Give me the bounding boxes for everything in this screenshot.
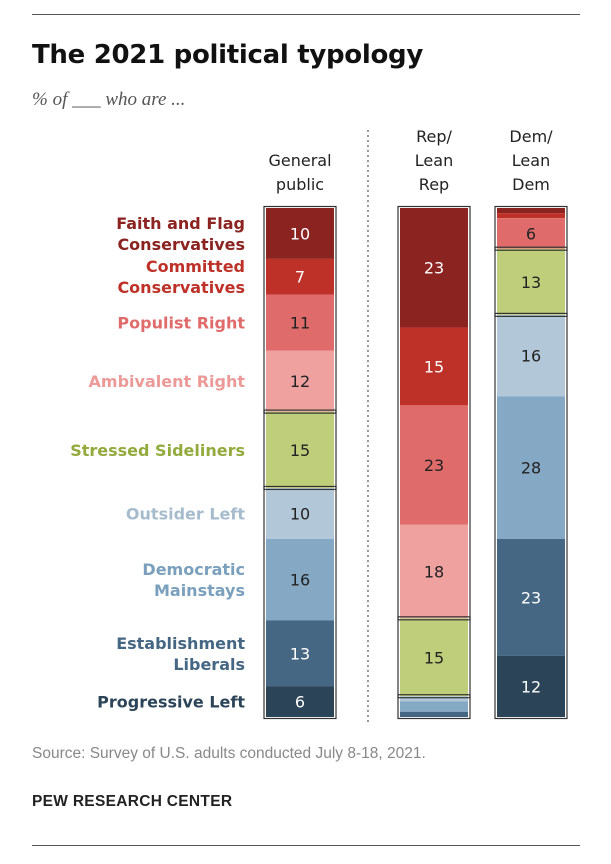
column-header-2-line-2: Dem [512, 175, 550, 194]
bar-segment-2-2 [497, 218, 565, 249]
data-label-2-4: 13 [521, 273, 541, 292]
bar-segment-0-8 [266, 686, 334, 717]
bar-segment-0-0 [266, 208, 334, 259]
bar-segment-2-8 [497, 655, 565, 717]
bar-segment-1-2 [400, 405, 468, 525]
cluster-outline-2-2 [494, 312, 568, 720]
cluster-outline-2-1 [494, 246, 568, 317]
bar-segment-0-3 [266, 350, 334, 412]
category-label-8-line-0: Progressive Left [97, 693, 245, 712]
chart-title: The 2021 political typology [32, 40, 423, 70]
bar-segment-0-5 [266, 487, 334, 539]
category-label-0-line-0: Faith and Flag [116, 214, 245, 233]
data-label-0-2: 11 [290, 314, 310, 333]
bar-segment-0-1 [266, 258, 334, 295]
data-label-0-3: 12 [290, 372, 310, 391]
category-label-4-line-0: Stressed Sideliners [70, 441, 245, 460]
chart-subtitle: % of ___ who are ... [32, 89, 186, 110]
data-label-2-8: 12 [521, 677, 541, 696]
column-header-1-line-0: Rep/ [416, 127, 452, 146]
category-label-7-line-1: Liberals [173, 655, 245, 674]
bar-segment-1-4 [400, 618, 468, 697]
data-label-2-5: 16 [521, 347, 541, 366]
bar-segment-2-1 [497, 213, 565, 219]
bar-segment-0-6 [266, 538, 334, 621]
column-header-2-line-0: Dem/ [509, 127, 553, 146]
data-label-0-7: 13 [290, 644, 310, 663]
data-label-0-0: 10 [290, 224, 310, 243]
bar-segment-0-2 [266, 294, 334, 351]
category-label-6-line-1: Mainstays [154, 581, 245, 600]
column-header-0-line-0: General [268, 151, 331, 170]
category-label-1-line-0: Committed [146, 257, 245, 276]
data-label-0-8: 6 [295, 693, 305, 712]
data-label-0-4: 15 [290, 441, 310, 460]
pew-research-center-logo: PEW RESEARCH CENTER [32, 793, 233, 810]
column-header-1-line-2: Rep [419, 175, 449, 194]
bar-segment-2-5 [497, 314, 565, 397]
data-label-0-5: 10 [290, 504, 310, 523]
column-header-2-line-1: Lean [512, 151, 550, 170]
bar-segment-1-6 [400, 701, 468, 712]
category-label-6-line-0: Democratic [142, 560, 245, 579]
data-label-1-0: 23 [424, 259, 444, 278]
cluster-outline-1-2 [397, 694, 471, 720]
category-label-5-line-0: Outsider Left [126, 504, 245, 523]
data-label-2-2: 6 [526, 224, 536, 243]
data-label-2-7: 23 [521, 588, 541, 607]
bar-segment-1-3 [400, 524, 468, 619]
bottom-rule [32, 845, 580, 846]
bar-segment-0-7 [266, 620, 334, 687]
bar-segment-0-4 [266, 411, 334, 488]
cluster-outline-0-2 [263, 485, 337, 720]
bar-segment-2-7 [497, 538, 565, 656]
data-label-1-3: 18 [424, 563, 444, 582]
bar-segment-1-7 [400, 711, 468, 717]
cluster-outline-1-0 [397, 205, 471, 621]
category-label-1-line-1: Conservatives [117, 278, 245, 297]
data-label-2-6: 28 [521, 459, 541, 478]
bar-segment-1-5 [400, 696, 468, 702]
category-label-0-line-1: Conservatives [117, 235, 245, 254]
bar-segment-2-6 [497, 396, 565, 539]
category-label-7-line-0: Establishment [116, 634, 245, 653]
data-label-1-4: 15 [424, 648, 444, 667]
data-label-0-6: 16 [290, 571, 310, 590]
cluster-outline-2-0 [494, 205, 568, 251]
column-header-0-line-1: public [276, 175, 324, 194]
data-label-1-1: 15 [424, 357, 444, 376]
column-header-1-line-1: Lean [415, 151, 453, 170]
category-label-2-line-0: Populist Right [117, 314, 245, 333]
bar-segment-1-0 [400, 208, 468, 328]
category-label-3-line-0: Ambivalent Right [89, 372, 246, 391]
bar-segment-2-4 [497, 248, 565, 315]
cluster-outline-0-0 [263, 205, 337, 414]
source-note: Source: Survey of U.S. adults conducted … [32, 745, 426, 762]
data-label-1-2: 23 [424, 456, 444, 475]
cluster-outline-0-1 [263, 409, 337, 491]
data-label-0-1: 7 [295, 268, 305, 287]
cluster-outline-1-1 [397, 616, 471, 699]
bar-segment-2-0 [497, 208, 565, 214]
bar-segment-1-1 [400, 327, 468, 406]
top-rule [32, 14, 580, 15]
